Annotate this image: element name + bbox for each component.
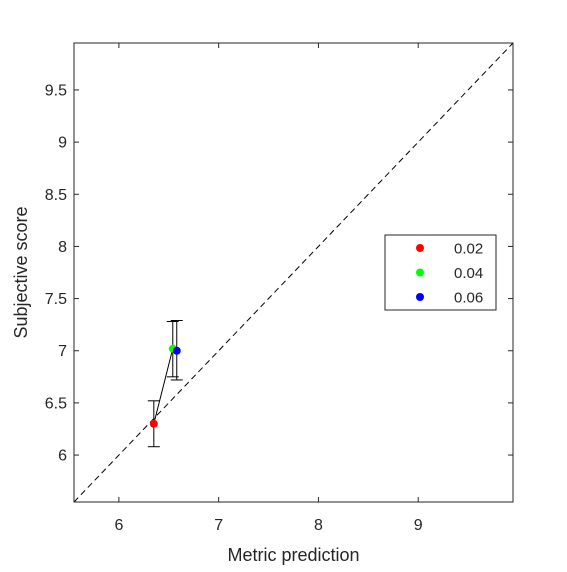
legend-label: 0.06: [454, 290, 483, 307]
legend-box: [384, 234, 497, 311]
y-tick-label: 9.5: [45, 82, 67, 99]
legend: 0.02 0.04 0.06: [384, 234, 497, 311]
x-tick-label: 6: [114, 517, 123, 534]
data-point: [172, 346, 181, 355]
x-axis-title: Metric prediction: [227, 545, 359, 565]
data-layer: [147, 319, 183, 448]
legend-marker: [416, 244, 424, 252]
y-tick-label: 8.5: [45, 187, 67, 204]
y-tick-label: 7.5: [45, 291, 67, 308]
legend-label: 0.04: [454, 265, 483, 282]
y-tick-label: 6.5: [45, 395, 67, 412]
plot-area-frame: [73, 42, 514, 503]
y-axis-title: Subjective score: [11, 206, 31, 338]
legend-label: 0.02: [454, 241, 483, 258]
x-tick-label: 7: [214, 517, 223, 534]
identity-reference-line: [73, 42, 514, 503]
y-tick-label: 6: [58, 448, 67, 465]
x-tick-label: 8: [314, 517, 323, 534]
legend-marker: [416, 293, 424, 301]
y-tick-label: 8: [58, 239, 67, 256]
data-point: [149, 419, 158, 428]
legend-marker: [416, 268, 424, 277]
reference-line-layer: [73, 42, 514, 503]
y-tick-label: 7: [58, 343, 67, 360]
y-tick-label: 9: [58, 135, 67, 152]
tick-layer: 6 7 8 9 6 6.5 7 7.5 8 8.5 9 9.5: [45, 43, 513, 534]
x-tick-label: 9: [414, 517, 423, 534]
